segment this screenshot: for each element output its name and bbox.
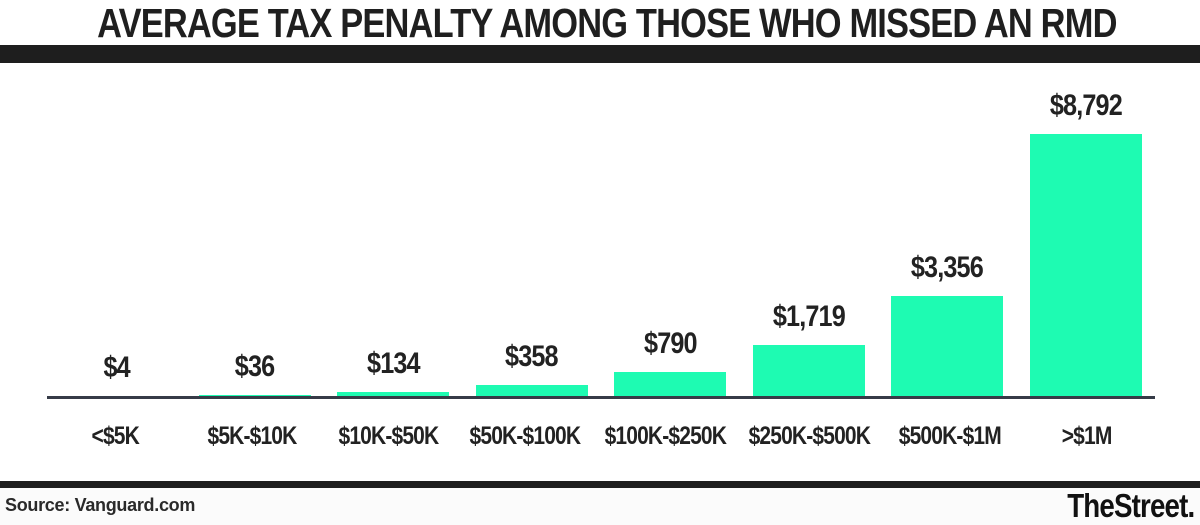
bar-group: $134	[324, 63, 463, 396]
source-credit: Source: Vanguard.com	[5, 495, 196, 515]
x-axis-category-labels: <$5K $5K-$10K $10K-$50K $50K-$100K $100K-$25…	[47, 399, 1155, 450]
x-axis-tick-label-text: $100K-$250K	[604, 422, 726, 450]
x-axis-tick-label: $10K-$50K	[320, 422, 456, 450]
bar-value-label: $8,792	[1049, 89, 1123, 122]
bar-group: $8,792	[1017, 63, 1156, 396]
bar	[337, 392, 450, 396]
bar-value-label: $4	[103, 351, 130, 384]
thestreet-logo: TheStreet.	[1066, 486, 1195, 524]
x-axis-tick-label-text: $250K-$500K	[748, 422, 871, 450]
bar	[475, 385, 588, 396]
bar-value-label: $1,719	[772, 300, 846, 333]
bar	[198, 395, 311, 396]
x-axis-tick-label: $5K-$10K	[183, 422, 319, 450]
footer-content: Source: Vanguard.com TheStreet.	[0, 488, 1200, 525]
bar-value-label: $36	[234, 350, 275, 383]
bar-group: $3,356	[878, 63, 1017, 396]
x-axis-tick-label-text: <$5K	[91, 422, 140, 450]
footer: Source: Vanguard.com TheStreet.	[0, 481, 1200, 525]
bar	[891, 296, 1004, 396]
x-axis-tick-label: $100K-$250K	[593, 422, 738, 450]
chart-title: AVERAGE TAX PENALTY AMONG THOSE WHO MISS…	[97, 0, 1117, 46]
bar-group: $790	[601, 63, 740, 396]
bar-group: $4	[47, 63, 186, 396]
x-axis-tick-label: >$1M	[1019, 422, 1155, 450]
x-axis-tick-label: $500K-$1M	[882, 422, 1018, 450]
x-axis-tick-label-text: $10K-$50K	[338, 422, 439, 450]
x-axis-tick-label-text: >$1M	[1061, 422, 1113, 450]
bar-value-label: $358	[505, 340, 559, 373]
bar-group: $358	[463, 63, 602, 396]
bar	[614, 372, 727, 396]
footer-divider-rule	[0, 481, 1200, 488]
bar	[752, 345, 865, 396]
x-axis-tick-label-text: $5K-$10K	[207, 422, 297, 450]
x-axis-tick-label: <$5K	[47, 422, 183, 450]
header: AVERAGE TAX PENALTY AMONG THOSE WHO MISS…	[0, 0, 1200, 46]
bar-value-label: $3,356	[911, 251, 984, 284]
title-divider-rule	[0, 45, 1200, 63]
x-axis-tick-label-text: $500K-$1M	[899, 422, 1002, 450]
bar-group: $36	[186, 63, 325, 396]
bar	[1029, 134, 1142, 396]
bar-group: $1,719	[740, 63, 879, 396]
x-axis-tick-label-text: $50K-$100K	[469, 422, 581, 450]
bar-value-label: $790	[643, 327, 698, 360]
x-axis-tick-label: $250K-$500K	[737, 422, 882, 450]
bar-chart-plot-area: $4 $36 $134 $358 $790 $1,719 $3,356 $8,792	[47, 63, 1155, 399]
x-axis-tick-label: $50K-$100K	[456, 422, 592, 450]
bar-value-label: $134	[366, 347, 421, 380]
